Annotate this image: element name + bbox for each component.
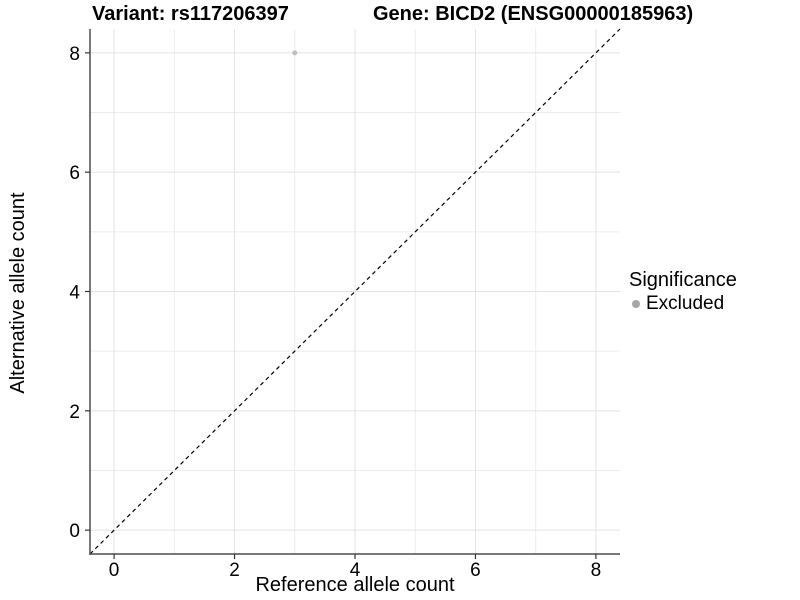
- plot-title-variant: Variant: rs117206397: [92, 3, 289, 25]
- excluded-marker-icon: [632, 299, 640, 308]
- x-tick-label: 8: [591, 560, 602, 581]
- y-tick-label: 8: [69, 44, 80, 65]
- x-tick-label: 0: [109, 560, 120, 581]
- plot-title-gene: Gene: BICD2 (ENSG00000185963): [373, 3, 694, 25]
- legend-entry-label: Excluded: [646, 293, 725, 314]
- y-tick-label: 0: [69, 521, 80, 542]
- plot-title: Variant: rs117206397 Gene: BICD2 (ENSG00…: [0, 3, 800, 27]
- legend-title: Significance: [629, 269, 737, 291]
- x-tick-label: 2: [229, 560, 240, 581]
- y-tick-label: 2: [69, 402, 80, 423]
- y-tick-label: 6: [69, 163, 80, 184]
- x-axis-label: Reference allele count: [255, 574, 455, 596]
- legend-entry-excluded: Excluded: [632, 293, 797, 314]
- legend: Significance Excluded: [629, 269, 797, 314]
- x-tick-label: 4: [350, 560, 361, 581]
- y-tick-label: 4: [69, 283, 80, 304]
- x-tick-label: 6: [470, 560, 481, 581]
- data-point: [292, 50, 298, 56]
